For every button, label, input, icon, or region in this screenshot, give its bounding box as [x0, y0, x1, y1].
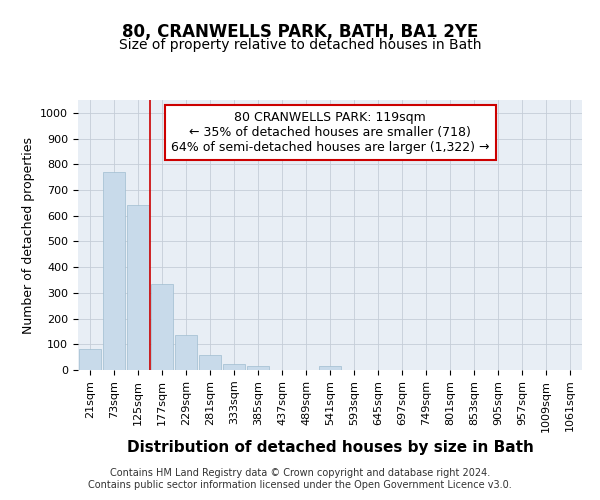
Text: 80, CRANWELLS PARK, BATH, BA1 2YE: 80, CRANWELLS PARK, BATH, BA1 2YE: [122, 22, 478, 40]
Bar: [199, 354, 221, 370]
Bar: [127, 206, 149, 370]
X-axis label: Distribution of detached houses by size in Bath: Distribution of detached houses by size …: [127, 440, 533, 455]
Text: Contains HM Land Registry data © Crown copyright and database right 2024.
Contai: Contains HM Land Registry data © Crown c…: [88, 468, 512, 490]
Text: 80 CRANWELLS PARK: 119sqm
← 35% of detached houses are smaller (718)
64% of semi: 80 CRANWELLS PARK: 119sqm ← 35% of detac…: [171, 111, 489, 154]
Bar: [247, 366, 269, 370]
Y-axis label: Number of detached properties: Number of detached properties: [22, 136, 35, 334]
Bar: [79, 350, 101, 370]
Bar: [319, 366, 341, 370]
Bar: [151, 284, 173, 370]
Bar: [175, 336, 197, 370]
Bar: [103, 172, 125, 370]
Text: Size of property relative to detached houses in Bath: Size of property relative to detached ho…: [119, 38, 481, 52]
Bar: [223, 364, 245, 370]
